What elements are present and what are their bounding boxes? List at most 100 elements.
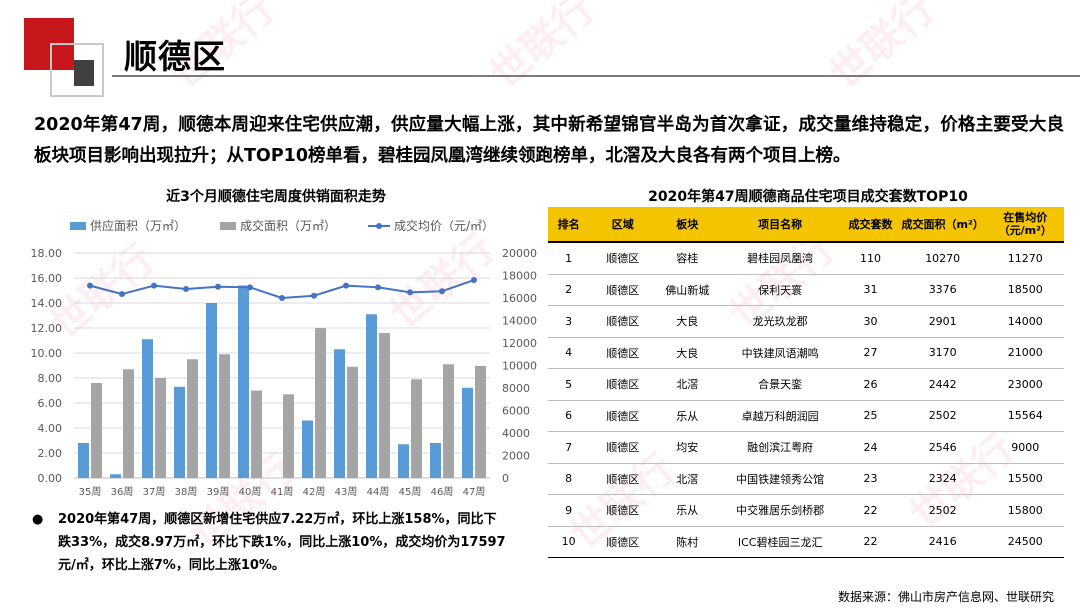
legend-swatch (70, 222, 86, 230)
table-row: 8 顺德区 北滘 中国铁建领秀公馆 23 2324 15500 (548, 463, 1064, 495)
y-right-tick-label: 18000 (502, 270, 537, 283)
table-cell: 2546 (898, 431, 987, 464)
y-left-tick-label: 6.00 (38, 397, 63, 410)
x-tick-label: 36周 (111, 486, 134, 498)
table-cell: 卓越万科朗润园 (718, 400, 843, 432)
table-cell: 顺德区 (589, 494, 657, 527)
y-right-tick-label: 14000 (502, 315, 537, 328)
table-cell: 1 (548, 242, 590, 275)
x-tick-label: 42周 (303, 486, 326, 498)
price-point (375, 284, 381, 291)
y-left-tick-label: 2.00 (38, 447, 63, 460)
table-cell: 乐从 (656, 494, 719, 527)
y-right-tick-label: 16000 (502, 292, 537, 305)
table-cell: 2442 (898, 368, 987, 401)
table-cell: 18500 (986, 274, 1064, 306)
table-row: 9 顺德区 乐从 中交雅居乐剑桥郡 22 2502 15800 (548, 494, 1064, 527)
y-left-tick-label: 8.00 (38, 372, 63, 385)
y-right-tick-label: 8000 (502, 382, 530, 395)
table-cell: 15500 (986, 463, 1064, 495)
table-cell: 6 (548, 400, 590, 432)
table-cell: 14000 (986, 305, 1064, 338)
table-header-cell: 项目名称 (718, 207, 843, 243)
legend-label: 成交面积（万㎡） (240, 218, 336, 233)
supply-bar (462, 387, 473, 478)
table-header-cell: 排名 (548, 207, 590, 243)
table-cell: 9 (548, 494, 590, 527)
supply-bar (238, 285, 249, 478)
note-text: 2020年第47周，顺德区新增住宅供应7.22万㎡，环比上涨158%，同比下跌3… (58, 512, 506, 573)
top10-table: 排名 区域 板块 项目名称 成交套数 成交面积（m²） 在售均价 （元/m²） 1 顺德区 容桂碧… (548, 207, 1064, 558)
price-point (247, 284, 253, 291)
table-cell: 顺德区 (589, 400, 657, 432)
price-point (215, 283, 221, 290)
y-right-tick-label: 2000 (502, 450, 530, 463)
x-tick-label: 38周 (175, 486, 198, 498)
table-cell: 中国铁建领秀公馆 (718, 463, 843, 495)
table-cell: 龙光玖龙郡 (718, 305, 843, 338)
table-cell: 21000 (986, 337, 1064, 369)
bullet-icon: ● (32, 512, 44, 527)
table-cell: 顺德区 (589, 526, 657, 558)
deal-bar (123, 369, 134, 478)
table-row: 1 顺德区 容桂 碧桂园凤凰湾 110 10270 11270 (548, 242, 1064, 275)
deal-bar (155, 378, 166, 478)
x-tick-label: 43周 (335, 486, 358, 498)
x-tick-label: 47周 (463, 486, 486, 498)
table-cell: 2901 (898, 305, 987, 338)
x-tick-label: 37周 (143, 486, 166, 498)
header-divider (112, 75, 1080, 77)
deal-bar (347, 366, 358, 478)
y-left-tick-label: 12.00 (31, 322, 63, 335)
table-header-cell: 在售均价 （元/m²） (986, 207, 1064, 243)
supply-bar (206, 303, 217, 478)
deal-bar (283, 394, 294, 478)
table-row: 7 顺德区 均安 融创滨江粤府 24 2546 9000 (548, 431, 1064, 464)
table-cell: 7 (548, 431, 590, 464)
table-cell: 15800 (986, 494, 1064, 527)
price-point (471, 277, 477, 284)
data-source: 数据来源：佛山市房产信息网、世联研究 (837, 590, 1054, 604)
table-cell: 保利天寰 (718, 274, 843, 306)
table-row: 6 顺德区 乐从 卓越万科朗润园 25 2502 15564 (548, 400, 1064, 432)
deal-bar (379, 333, 390, 478)
logo-outline-square (50, 43, 104, 97)
table-cell: 顺德区 (589, 337, 657, 369)
table-cell: 顺德区 (589, 463, 657, 495)
table-cell: 2324 (898, 463, 987, 495)
table-header-cell: 区域 (589, 207, 657, 243)
x-tick-label: 45周 (399, 486, 422, 498)
chart-title: 近3个月顺德住宅周度供销面积走势 (166, 189, 386, 205)
table-cell: 23000 (986, 368, 1064, 401)
supply-deal-chart: 0.00 2.00 4.00 6.00 8.00 10.00 12.00 14.00 16.00… (31, 218, 538, 498)
table-row: 2 顺德区 佛山新城 保利天寰 31 3376 18500 (548, 274, 1064, 306)
table-cell: ICC碧桂园三龙汇 (718, 526, 843, 558)
table-cell: 2 (548, 274, 590, 306)
table-row: 5 顺德区 北滘 合景天銮 26 2442 23000 (548, 368, 1064, 401)
y-left-tick-label: 10.00 (31, 347, 63, 360)
table-cell: 30 (842, 305, 899, 338)
y-right-tick-label: 10000 (502, 360, 537, 373)
table-row: 10 顺德区 陈村 ICC碧桂园三龙汇 22 2416 24500 (548, 526, 1064, 558)
table-cell: 顺德区 (589, 305, 657, 338)
table-cell: 4 (548, 337, 590, 369)
price-point (183, 286, 189, 292)
price-point (311, 292, 317, 299)
table-cell: 22 (842, 526, 899, 558)
supply-bar (174, 386, 185, 478)
y-right-tick-label: 6000 (502, 405, 530, 418)
table-cell: 2502 (898, 400, 987, 432)
table-cell: 中铁建凤语潮鸣 (718, 337, 843, 369)
table-cell: 3376 (898, 274, 987, 306)
x-tick-label: 46周 (431, 486, 454, 498)
price-point (151, 282, 157, 289)
table-cell: 22 (842, 494, 899, 527)
table-cell: 24 (842, 431, 899, 464)
y-left-tick-label: 14.00 (31, 297, 63, 310)
summary-paragraph: 2020年第47周，顺德本周迎来住宅供应潮，供应量大幅上涨，其中新希望锦官半岛为… (34, 115, 1064, 166)
table-cell: 24500 (986, 526, 1064, 558)
table-cell: 容桂 (656, 242, 719, 275)
y-left-tick-label: 18.00 (31, 247, 63, 260)
price-point (87, 282, 93, 289)
table-cell: 110 (842, 242, 899, 275)
